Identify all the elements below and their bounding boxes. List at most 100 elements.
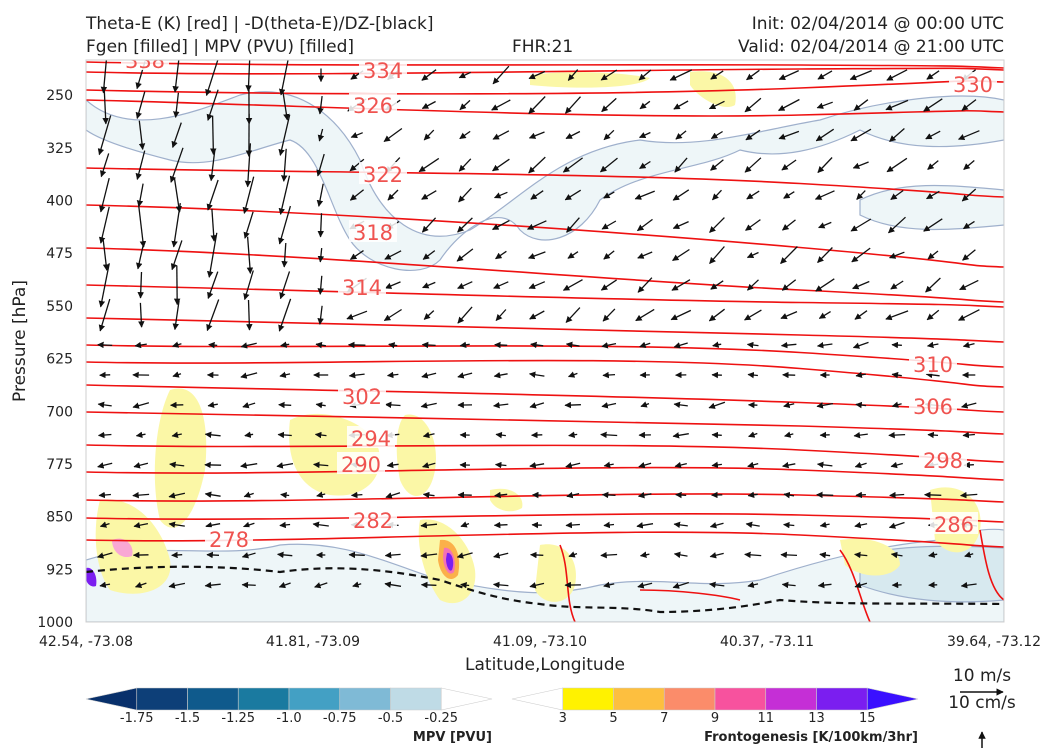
filled-contour: [154, 388, 207, 528]
wind-vector: [459, 130, 471, 140]
wind-vector: [278, 60, 289, 96]
theta-e-label: 290: [341, 453, 381, 477]
wind-vector: [637, 582, 653, 589]
wind-vector: [747, 461, 759, 469]
wind-vector: [317, 128, 325, 142]
wind-vector: [423, 310, 435, 320]
fgen-tick: 3: [559, 711, 567, 726]
wind-vector: [172, 300, 180, 331]
wind-vector: [854, 310, 868, 320]
wind-vector: [780, 311, 798, 320]
wind-vector: [778, 98, 800, 112]
wind-vector: [99, 521, 110, 528]
wind-vector: [315, 341, 327, 349]
y-tick-label: 250: [46, 88, 73, 104]
wind-vector: [493, 371, 508, 379]
fgen-tick: 13: [808, 711, 825, 726]
wind-vector: [242, 402, 256, 409]
wind-vector: [529, 402, 545, 409]
wind-vector: [135, 431, 146, 438]
wind-vector: [312, 521, 329, 528]
wind-vector: [136, 241, 145, 270]
wind-vector: [818, 221, 832, 229]
contour-label-bg: [349, 220, 397, 242]
wind-vector: [348, 371, 365, 379]
theta-e-label: 330: [953, 73, 993, 97]
wind-vector: [568, 551, 578, 558]
fgen-swatch: [663, 687, 716, 711]
wind-vector: [781, 159, 797, 171]
wind-vector: [279, 521, 291, 529]
wind-vector: [782, 461, 796, 469]
wind-vector: [492, 158, 510, 172]
wind-vector: [384, 250, 402, 260]
wind-vector: [346, 310, 368, 320]
wind-vector: [852, 341, 869, 349]
theta-e-contour-line: [86, 61, 1004, 69]
wind-vector: [242, 521, 255, 529]
wind-vector: [891, 341, 902, 349]
wind-vector: [564, 189, 582, 201]
wind-vector: [639, 551, 650, 558]
contour-label-bg: [349, 508, 397, 530]
wind-vector: [815, 128, 835, 142]
wind-vector: [926, 309, 940, 321]
wind-vector: [240, 372, 258, 379]
wind-vector: [317, 305, 324, 325]
wind-vector: [240, 462, 258, 469]
wind-vector: [459, 341, 470, 349]
contour-label-bg: [338, 384, 386, 406]
theta-e-contour-line: [86, 317, 1004, 343]
wind-vector: [853, 99, 869, 111]
wind-vector: [673, 521, 688, 529]
wind-vector: [243, 211, 254, 239]
wind-vector: [675, 491, 687, 499]
wind-vector: [458, 187, 472, 203]
theta-e-contour-line: [86, 359, 1004, 388]
mpv-tick: -1.75: [120, 711, 154, 726]
wind-vector: [278, 298, 292, 332]
wind-vector: [566, 217, 580, 233]
theta-e-label: 278: [209, 528, 249, 552]
wind-vector: [280, 341, 290, 348]
wind-vector: [241, 581, 256, 589]
wind-vector: [710, 70, 724, 80]
wind-vector: [98, 491, 111, 499]
wind-vector: [246, 236, 254, 274]
wind-vector: [601, 220, 617, 230]
contour-label-bg: [121, 60, 169, 70]
wind-vectors: [96, 60, 980, 589]
wind-vector: [317, 213, 324, 238]
contour-label-bg: [359, 60, 407, 80]
wind-vector: [669, 69, 693, 81]
wind-vector: [457, 281, 473, 289]
wind-vector: [888, 216, 906, 234]
wind-vector: [854, 461, 867, 469]
y-tick-label: 475: [46, 246, 73, 262]
wind-vector: [383, 308, 402, 322]
filled-contour: [86, 91, 1004, 271]
wind-vector: [926, 341, 939, 349]
wind-vector: [492, 65, 510, 85]
wind-vector: [493, 281, 509, 289]
wind-vector: [460, 581, 470, 589]
wind-vector: [422, 250, 436, 260]
wind-vector: [244, 431, 254, 438]
wind-vector: [97, 462, 113, 469]
wind-vector: [494, 461, 507, 469]
wind-vector: [420, 552, 438, 559]
wind-vector: [925, 371, 940, 379]
wind-vector: [600, 69, 618, 81]
wind-vector: [709, 552, 724, 559]
mpv-colorbar: -1.75 -1.5 -1.25 -1.0 -0.75 -0.5 -0.25: [85, 687, 493, 726]
wind-vector: [710, 159, 724, 171]
wind-vector: [634, 190, 655, 200]
wind-vector: [638, 461, 652, 469]
theta-e-label: 306: [913, 395, 953, 419]
filled-contour: [690, 71, 736, 108]
wind-vector: [854, 581, 868, 589]
wind-vector: [816, 461, 833, 469]
wind-vector: [816, 341, 833, 349]
wind-vector: [278, 175, 291, 215]
